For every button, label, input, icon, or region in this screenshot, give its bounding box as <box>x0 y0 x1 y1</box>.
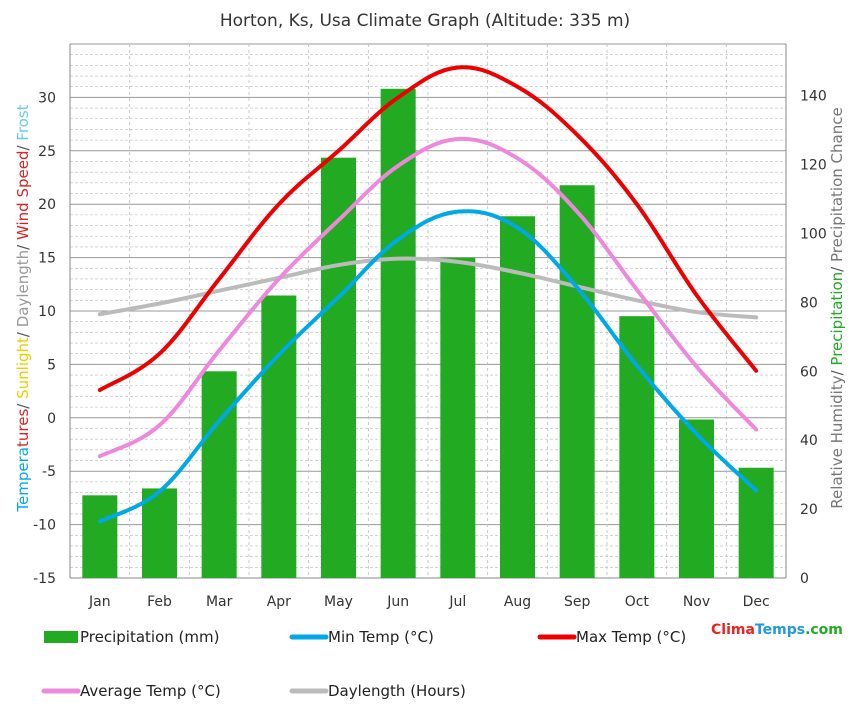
axis-label-part: Daylength <box>14 250 32 327</box>
axis-label-part: Relative Humidity <box>828 375 846 508</box>
legend-swatch-precipitation-mm <box>44 631 78 643</box>
climatemps-watermark: ClimaTemps.com <box>711 622 843 638</box>
axis-label-part: / <box>828 366 846 376</box>
axis-label-part: tures <box>14 409 32 447</box>
line-average-temp-c <box>97 136 759 459</box>
x-tick-label-nov: Nov <box>683 594 710 610</box>
series-lines <box>97 65 759 524</box>
line-daylength-hours <box>97 256 759 320</box>
precipitation-bar-nov <box>679 419 714 578</box>
axis-label-part: Wind Speed <box>14 151 32 241</box>
y-left-tick-label: 5 <box>47 357 56 373</box>
axis-label-part: / <box>14 399 32 409</box>
watermark-temps: Temps <box>755 622 805 638</box>
y-right-axis-label: Relative Humidity/ Precipitation/ Precip… <box>828 107 846 508</box>
y-right-tick-labels: 0 20 40 60 80 100 120 140 <box>800 89 827 587</box>
y-left-tick-label: 0 <box>47 411 56 427</box>
y-left-tick-label: -15 <box>33 571 56 587</box>
chart-title: Horton, Ks, Usa Climate Graph (Altitude:… <box>220 11 630 31</box>
x-tick-label-oct: Oct <box>625 594 650 610</box>
y-right-tick-label: 140 <box>800 89 827 105</box>
precipitation-bar-oct <box>619 316 655 578</box>
line-min-temp-c <box>97 209 759 524</box>
precipitation-bar-jul <box>440 257 476 578</box>
legend-label-max-temp-c: Max Temp (°C) <box>576 628 686 646</box>
y-right-tick-label: 80 <box>800 295 818 311</box>
legend-label-daylength-hours: Daylength (Hours) <box>328 682 466 700</box>
y-left-tick-labels: -15 -10 -5 0 5 10 15 20 25 30 <box>33 90 56 587</box>
x-tick-label-jan: Jan <box>88 594 111 610</box>
y-left-tick-label: 15 <box>38 251 56 267</box>
y-left-tick-label: 20 <box>38 197 56 213</box>
legend-label-average-temp-c: Average Temp (°C) <box>80 682 221 700</box>
axis-label-part: Precipitation Chance <box>828 107 846 262</box>
precipitation-bar-apr <box>261 295 297 578</box>
axis-label-part: Sunlight <box>14 337 32 399</box>
legend-label-precipitation-mm: Precipitation (mm) <box>80 628 219 646</box>
precipitation-bar-mar <box>201 371 237 578</box>
y-right-tick-label: 120 <box>800 158 827 174</box>
precipitation-bar-dec <box>738 467 774 578</box>
watermark-com: .com <box>805 622 843 638</box>
axis-label-part: / <box>14 141 32 151</box>
x-tick-label-jun: Jun <box>386 594 409 610</box>
axis-label-part: / <box>828 262 846 272</box>
line-max-temp-c <box>97 65 759 393</box>
precipitation-bar-feb <box>142 488 177 578</box>
x-tick-label-jul: Jul <box>448 594 466 610</box>
axis-label-part: Precipitation <box>828 272 846 366</box>
axis-label-part: Frost <box>14 104 32 140</box>
x-tick-label-mar: Mar <box>206 594 233 610</box>
y-right-tick-label: 100 <box>800 226 827 242</box>
y-right-tick-label: 20 <box>800 502 818 518</box>
y-left-tick-label: 10 <box>38 304 56 320</box>
precipitation-bar-may <box>321 157 356 579</box>
watermark-clima: Clima <box>711 622 755 638</box>
y-right-tick-label: 60 <box>800 364 818 380</box>
x-tick-label-dec: Dec <box>743 594 770 610</box>
y-left-tick-label: 30 <box>38 90 56 106</box>
y-left-tick-label: -5 <box>42 464 56 480</box>
axis-label-part: Tempera <box>14 447 32 513</box>
y-right-tick-label: 40 <box>800 433 818 449</box>
precipitation-bar-sep <box>559 185 595 578</box>
y-left-tick-label: -10 <box>33 518 56 534</box>
axis-label-part: / <box>14 327 32 337</box>
y-left-tick-label: 25 <box>38 144 56 160</box>
x-tick-label-sep: Sep <box>564 594 591 610</box>
x-tick-label-aug: Aug <box>504 594 531 610</box>
y-left-axis-label: Temperatures/ Sunlight/ Daylength/ Wind … <box>14 104 32 512</box>
x-tick-labels: Jan Feb Mar Apr May Jun Jul Aug Sep Oct Nov Dec <box>88 594 770 610</box>
precipitation-bars <box>82 88 774 579</box>
precipitation-bar-jun <box>380 88 416 578</box>
y-right-tick-label: 0 <box>800 571 809 587</box>
legend: Precipitation (mm) Min Temp (°C) Max Temp … <box>41 628 686 700</box>
axis-label-part: / <box>14 240 32 250</box>
legend-label-min-temp-c: Min Temp (°C) <box>328 628 434 646</box>
x-tick-label-may: May <box>324 594 353 610</box>
precipitation-bar-jan <box>82 495 118 578</box>
x-tick-label-feb: Feb <box>147 594 172 610</box>
x-tick-label-apr: Apr <box>267 594 291 610</box>
